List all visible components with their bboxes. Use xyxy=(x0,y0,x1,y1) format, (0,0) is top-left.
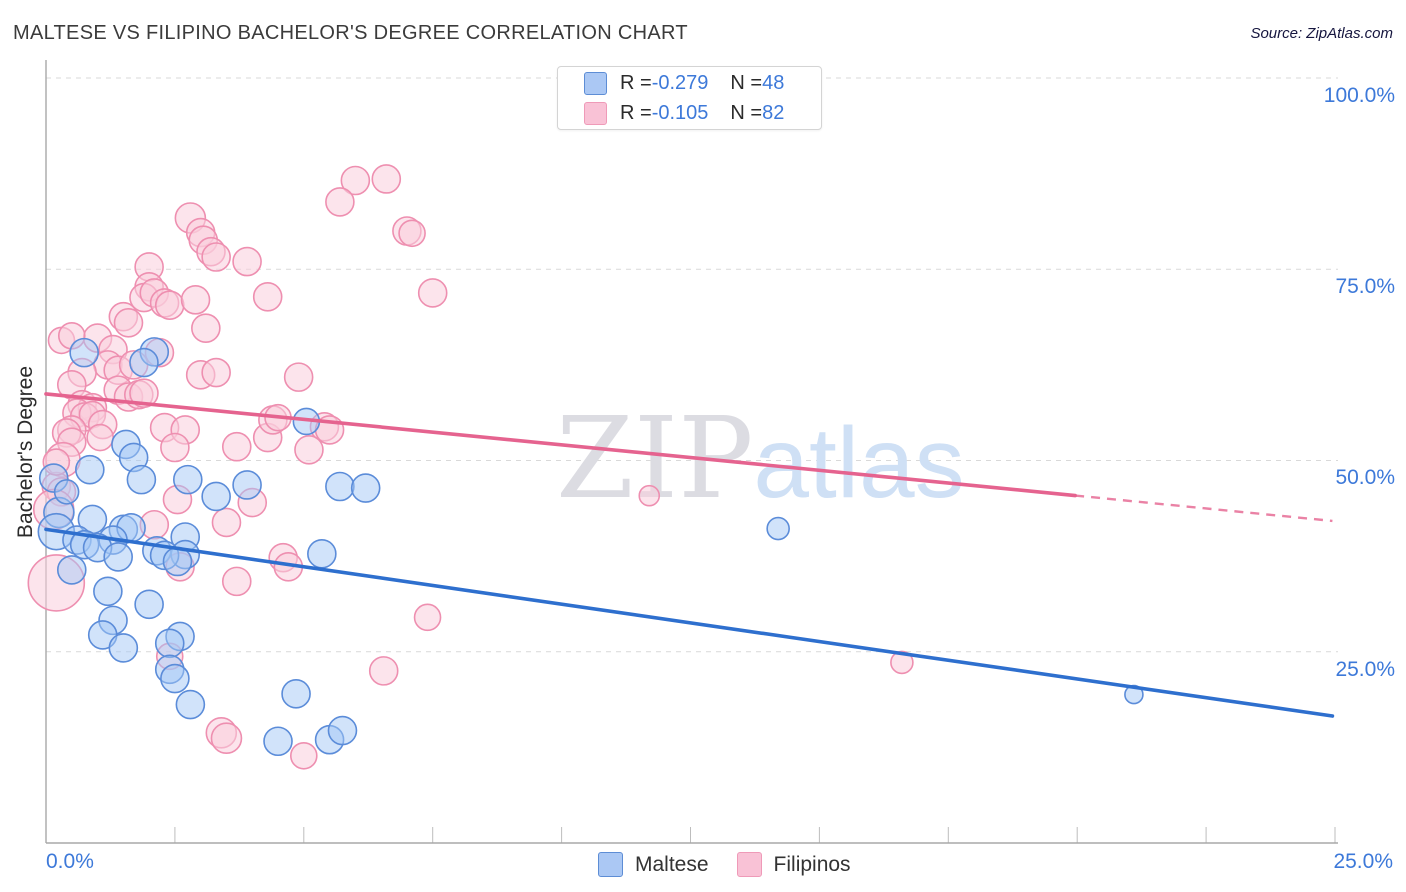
data-point-filipinos[interactable] xyxy=(417,278,448,308)
y-tick-label-75: 75.0% xyxy=(1335,275,1395,298)
data-point-filipinos[interactable] xyxy=(86,423,114,452)
data-point-maltese[interactable] xyxy=(162,546,193,577)
data-point-filipinos[interactable] xyxy=(160,432,190,463)
data-point-filipinos[interactable] xyxy=(129,378,159,408)
r-value-filipinos: -0.105 xyxy=(651,101,709,124)
y-tick-label-50: 50.0% xyxy=(1335,466,1395,489)
data-point-filipinos[interactable] xyxy=(252,281,283,312)
data-point-filipinos[interactable] xyxy=(413,603,442,632)
source-label: Source: ZipAtlas.com xyxy=(1250,25,1393,42)
data-point-maltese[interactable] xyxy=(93,576,123,607)
y-tick-label-100: 100.0% xyxy=(1323,84,1395,107)
trend-line-maltese xyxy=(44,527,1335,718)
data-point-filipinos[interactable] xyxy=(221,566,252,597)
data-point-maltese[interactable] xyxy=(53,479,80,505)
watermark: ZIPatlas xyxy=(556,394,965,524)
data-point-filipinos[interactable] xyxy=(221,431,252,462)
r-value-maltese: -0.279 xyxy=(651,71,709,94)
r-label: R = xyxy=(620,71,652,94)
data-point-maltese[interactable] xyxy=(232,470,262,500)
legend-row-filipinos: R = -0.105 N = 82 xyxy=(558,100,821,127)
data-point-filipinos[interactable] xyxy=(638,484,661,507)
series-legend: Maltese Filipinos xyxy=(598,852,851,877)
legend-row-maltese: R = -0.279 N = 48 xyxy=(558,70,821,97)
legend-item-maltese[interactable]: Maltese xyxy=(598,852,709,877)
legend-label-maltese: Maltese xyxy=(635,852,709,876)
data-point-filipinos[interactable] xyxy=(890,650,914,675)
data-point-filipinos[interactable] xyxy=(211,507,242,538)
data-point-maltese[interactable] xyxy=(281,679,311,709)
data-point-filipinos[interactable] xyxy=(201,242,231,272)
data-point-maltese[interactable] xyxy=(766,516,790,541)
data-point-maltese[interactable] xyxy=(201,481,231,512)
data-point-filipinos[interactable] xyxy=(191,313,221,343)
x-tick-label-25: 25.0% xyxy=(1333,850,1393,873)
data-point-maltese[interactable] xyxy=(325,471,355,502)
maltese-swatch-icon xyxy=(598,852,623,877)
data-point-filipinos[interactable] xyxy=(398,219,426,248)
data-point-filipinos[interactable] xyxy=(201,357,231,388)
n-label: N = xyxy=(730,71,763,94)
data-point-filipinos[interactable] xyxy=(283,362,314,392)
data-point-filipinos[interactable] xyxy=(325,187,355,217)
data-point-maltese[interactable] xyxy=(327,715,358,746)
data-point-maltese[interactable] xyxy=(129,347,159,378)
data-point-filipinos[interactable] xyxy=(371,164,402,194)
n-value-maltese: 48 xyxy=(762,71,785,94)
y-axis-title: Bachelor's Degree xyxy=(14,365,37,539)
data-point-maltese[interactable] xyxy=(75,454,105,485)
legend-label-filipinos: Filipinos xyxy=(773,852,851,876)
r-label: R = xyxy=(620,101,652,124)
filipinos-swatch-icon xyxy=(584,101,607,125)
data-point-filipinos[interactable] xyxy=(294,434,324,465)
data-point-filipinos[interactable] xyxy=(180,285,211,315)
data-point-filipinos[interactable] xyxy=(232,246,262,277)
data-point-filipinos[interactable] xyxy=(368,656,399,686)
correlation-legend-box: R = -0.279 N = 48 R = -0.105 N = 82 xyxy=(557,66,822,130)
data-point-maltese[interactable] xyxy=(350,473,381,503)
maltese-swatch-icon xyxy=(584,71,607,95)
data-point-filipinos[interactable] xyxy=(210,722,243,754)
data-point-maltese[interactable] xyxy=(154,628,185,659)
n-label: N = xyxy=(730,101,763,124)
data-point-maltese[interactable] xyxy=(307,539,337,569)
y-tick-label-25: 25.0% xyxy=(1335,658,1395,681)
data-point-filipinos[interactable] xyxy=(340,165,371,196)
data-point-maltese[interactable] xyxy=(126,464,157,495)
trend-line-filipinos xyxy=(44,392,1077,498)
legend-item-filipinos[interactable]: Filipinos xyxy=(736,852,851,877)
chart-title: MALTESE VS FILIPINO BACHELOR'S DEGREE CO… xyxy=(13,22,688,44)
trend-line-extension-filipinos xyxy=(1075,494,1333,523)
data-point-maltese[interactable] xyxy=(263,726,293,757)
data-point-maltese[interactable] xyxy=(108,633,139,663)
filipinos-swatch-icon xyxy=(736,852,762,877)
data-point-filipinos[interactable] xyxy=(289,741,318,770)
data-point-maltese[interactable] xyxy=(69,337,99,368)
data-point-maltese[interactable] xyxy=(160,663,190,694)
n-value-filipinos: 82 xyxy=(762,101,785,124)
data-point-maltese[interactable] xyxy=(56,555,87,585)
data-point-maltese[interactable] xyxy=(175,689,206,720)
data-point-filipinos[interactable] xyxy=(154,290,185,321)
data-point-maltese[interactable] xyxy=(134,589,164,620)
x-tick-label-0: 0.0% xyxy=(46,850,94,873)
data-point-filipinos[interactable] xyxy=(113,307,144,338)
data-point-maltese[interactable] xyxy=(103,542,133,572)
data-point-maltese[interactable] xyxy=(172,464,203,495)
